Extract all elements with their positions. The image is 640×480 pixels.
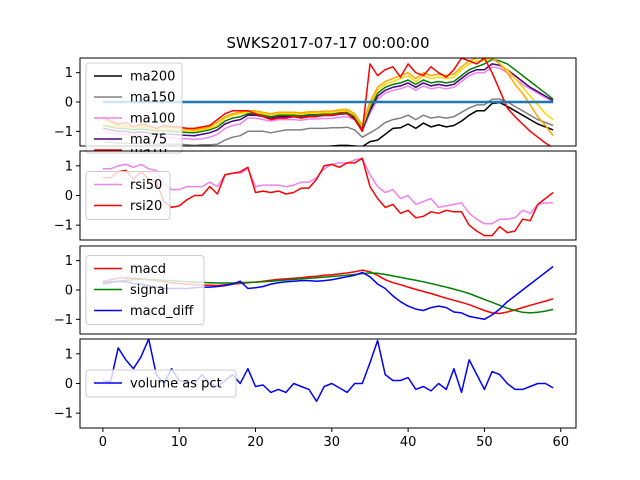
series-line-rsi50 [102, 157, 554, 225]
legend: macd signal macd_diff [85, 255, 205, 325]
legend-label: rsi50 [130, 178, 162, 193]
legend-label: signal [130, 283, 168, 298]
x-tick-label: 60 [552, 435, 569, 450]
legend: rsi50 rsi20 [85, 171, 171, 220]
y-tick-label: 1 [65, 159, 73, 174]
legend-box [85, 171, 171, 220]
y-tick-label: 0 [65, 96, 73, 111]
series-line-ma200 [102, 101, 554, 146]
legend-label: rsi20 [130, 199, 162, 214]
legend: volume as pct [85, 369, 237, 398]
legend-label: ma150 [130, 91, 175, 106]
legend: ma200 ma150 ma100 ma75 [85, 62, 183, 154]
x-tick-label: 10 [171, 435, 188, 450]
y-tick-label: 0 [65, 284, 73, 299]
legend-box [85, 255, 205, 325]
y-tick-label: 0 [65, 377, 73, 392]
x-tick-label: 30 [324, 435, 341, 450]
legend-label: macd_diff [130, 304, 194, 319]
y-tick-label: −1 [54, 407, 73, 422]
x-tick-label: 0 [99, 435, 107, 450]
series-group [102, 157, 554, 237]
legend-label: volume as pct [130, 377, 222, 392]
panel-moving-averages: −1 0 1 ma200 ma150 ma100 ma75 [54, 57, 577, 154]
legend-label: ma100 [130, 112, 175, 127]
legend-label: ma200 [130, 70, 175, 85]
x-tick-label: 40 [400, 435, 417, 450]
legend-box [85, 369, 237, 398]
y-tick-label: −1 [54, 125, 73, 140]
panels: −101 ma200ma150ma100ma75ma10−101rsi50rsi2… [54, 57, 577, 450]
series-line-rsi20 [102, 157, 554, 237]
y-tick-label: 1 [65, 347, 73, 362]
y-tick-label: 1 [65, 66, 73, 81]
x-tick-label: 50 [476, 435, 493, 450]
legend-label: macd [130, 262, 166, 277]
chart-title: SWKS2017-07-17 00:00:00 [226, 34, 429, 52]
panel-rsi: −1 0 1 rsi50 rsi20 [54, 150, 577, 241]
legend-label: ma75 [130, 133, 167, 148]
x-tick-label: 20 [247, 435, 264, 450]
y-tick-label: −1 [54, 219, 73, 234]
y-tick-label: 1 [65, 254, 73, 269]
y-tick-label: 0 [65, 189, 73, 204]
y-tick-label: −1 [54, 313, 73, 328]
legend-box [85, 62, 183, 154]
panel-macd: −1 0 1 macd signal macd_diff [54, 245, 577, 335]
